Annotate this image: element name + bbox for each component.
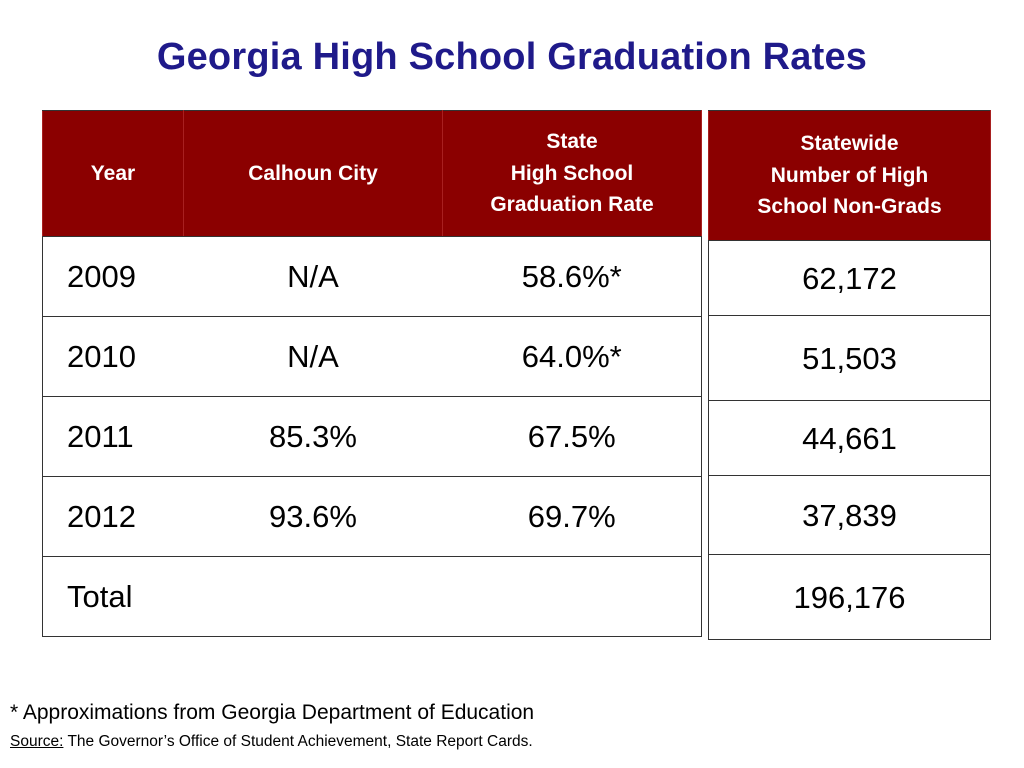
cell-calhoun-city — [183, 556, 443, 637]
cell-year: 2010 — [42, 316, 184, 397]
table-row: 2010 N/A 64.0%* — [42, 316, 702, 397]
cell-state-rate: 58.6%* — [442, 236, 702, 317]
cell-calhoun-city: 85.3% — [183, 396, 443, 477]
header-row: Statewide Number of High School Non-Grad… — [708, 110, 991, 241]
cell-state-rate: 64.0%* — [442, 316, 702, 397]
footnote: * Approximations from Georgia Department… — [10, 701, 535, 724]
table-row: 2009 N/A 58.6%* — [42, 236, 702, 317]
header-line: Statewide — [800, 132, 899, 156]
source-note: Source: The Governor’s Office of Student… — [10, 733, 533, 751]
table-row: 51,503 — [708, 315, 991, 401]
cell-calhoun-city: N/A — [183, 236, 443, 317]
cell-year: Total — [42, 556, 184, 637]
source-label: Source: — [10, 733, 64, 750]
cell-non-grads: 44,661 — [708, 400, 991, 476]
source-text: The Governor’s Office of Student Achieve… — [63, 733, 533, 750]
cell-non-grads: 37,839 — [708, 475, 991, 555]
cell-calhoun-city: 93.6% — [183, 476, 443, 557]
cell-non-grads: 62,172 — [708, 240, 991, 316]
cell-year: 2012 — [42, 476, 184, 557]
table-row: 44,661 — [708, 400, 991, 476]
cell-year: 2011 — [42, 396, 184, 477]
column-header-year: Year — [42, 110, 184, 237]
header-line: High School — [510, 161, 634, 185]
cell-non-grads: 51,503 — [708, 315, 991, 401]
cell-state-rate: 67.5% — [442, 396, 702, 477]
table-row-total: 196,176 — [708, 554, 991, 640]
table-row: 37,839 — [708, 475, 991, 555]
table-row-total: Total — [42, 556, 702, 637]
table-row: 2012 93.6% 69.7% — [42, 476, 702, 557]
non-grads-table: Statewide Number of High School Non-Grad… — [708, 110, 991, 640]
cell-non-grads-total: 196,176 — [708, 554, 991, 640]
page-title: Georgia High School Graduation Rates — [156, 36, 868, 78]
table-row: 2011 85.3% 67.5% — [42, 396, 702, 477]
cell-year: 2009 — [42, 236, 184, 317]
column-header-calhoun-city: Calhoun City — [183, 110, 443, 237]
header-line: State — [546, 130, 598, 154]
table-row: 62,172 — [708, 240, 991, 316]
cell-calhoun-city: N/A — [183, 316, 443, 397]
header-line: School Non-Grads — [757, 195, 942, 219]
column-header-state-rate: State High School Graduation Rate — [442, 110, 702, 237]
header-line: Graduation Rate — [490, 193, 654, 217]
header-row: Year Calhoun City State High School Grad… — [42, 110, 702, 237]
header-line: Number of High — [770, 163, 929, 187]
cell-state-rate — [442, 556, 702, 637]
column-header-non-grads: Statewide Number of High School Non-Grad… — [708, 110, 991, 241]
cell-state-rate: 69.7% — [442, 476, 702, 557]
graduation-rates-table: Year Calhoun City State High School Grad… — [42, 110, 702, 637]
